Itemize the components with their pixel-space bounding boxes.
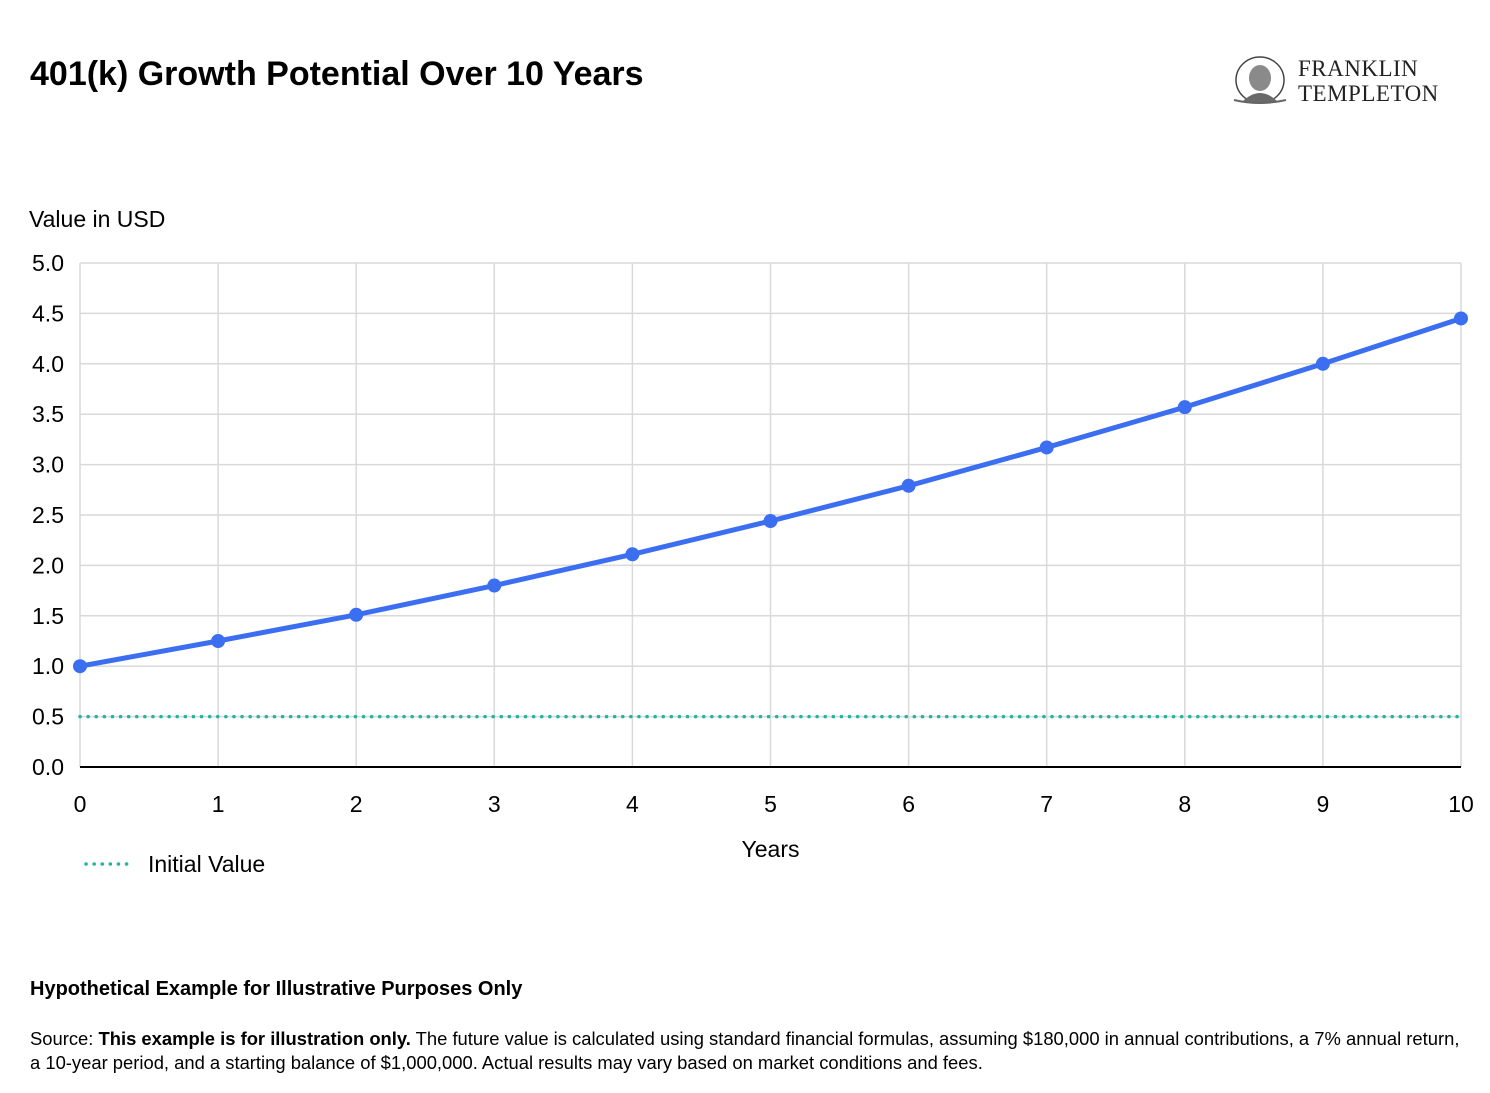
series-point-growth <box>763 514 778 529</box>
source-body-text: The future value is calculated using sta… <box>30 1028 1460 1073</box>
series-point-growth <box>211 634 226 648</box>
series-point-growth <box>901 478 916 493</box>
x-tick-label: 0 <box>74 791 87 817</box>
y-tick-label: 3.0 <box>32 452 64 478</box>
y-tick-label: 1.0 <box>32 653 64 679</box>
source-bold-text: This example is for illustration only. <box>98 1028 411 1049</box>
x-tick-label: 9 <box>1317 791 1330 817</box>
source-label: Source: <box>30 1028 99 1049</box>
y-tick-label: 1.5 <box>32 603 64 629</box>
x-tick-label: 3 <box>488 791 501 817</box>
x-tick-label: 10 <box>1448 791 1474 817</box>
y-tick-label: 0.5 <box>32 704 64 730</box>
series-point-growth <box>1039 440 1054 455</box>
legend-label-initial-value: Initial Value <box>148 851 265 877</box>
line-chart: 0.0 0.5 1.0 1.5 2.0 2.5 3.0 3.5 4.0 4.5 5.0 0 1 2 3 4 5 6… <box>29 206 1474 877</box>
x-tick-label: 4 <box>626 791 639 817</box>
brand-logo: FRANKLIN TEMPLETON <box>1230 56 1470 112</box>
source-note: Source: This example is for illustration… <box>30 1027 1470 1075</box>
x-tick-label: 2 <box>350 791 363 817</box>
logo-line-1: FRANKLIN <box>1298 56 1419 81</box>
y-tick-label: 2.0 <box>32 552 64 578</box>
logo-wordmark: FRANKLIN TEMPLETON <box>1298 56 1439 106</box>
series-point-growth <box>73 659 87 674</box>
logo-line-2: TEMPLETON <box>1298 81 1439 106</box>
y-tick-label: 5.0 <box>32 250 64 276</box>
series-point-growth <box>625 547 640 562</box>
y-tick-label: 3.5 <box>32 401 64 427</box>
portrait-emblem-icon <box>1233 56 1287 104</box>
y-axis-title: Value in USD <box>29 206 165 232</box>
y-tick-label: 2.5 <box>32 502 64 528</box>
series-point-growth <box>1177 400 1192 415</box>
series-point-growth <box>487 578 502 593</box>
series-point-growth <box>349 607 364 622</box>
x-tick-label: 5 <box>764 791 777 817</box>
series-point-growth <box>1315 356 1330 371</box>
footnote-heading: Hypothetical Example for Illustrative Pu… <box>30 978 523 1000</box>
x-tick-label: 7 <box>1040 791 1053 817</box>
x-tick-label: 6 <box>902 791 915 817</box>
chart-title: 401(k) Growth Potential Over 10 Years <box>30 55 644 93</box>
y-tick-label: 4.0 <box>32 351 64 377</box>
y-tick-label: 0.0 <box>32 754 64 780</box>
x-tick-label: 8 <box>1178 791 1191 817</box>
y-tick-label: 4.5 <box>32 300 64 326</box>
x-axis-title: Years <box>742 836 800 862</box>
x-tick-label: 1 <box>212 791 225 817</box>
series-point-growth <box>1454 311 1468 326</box>
